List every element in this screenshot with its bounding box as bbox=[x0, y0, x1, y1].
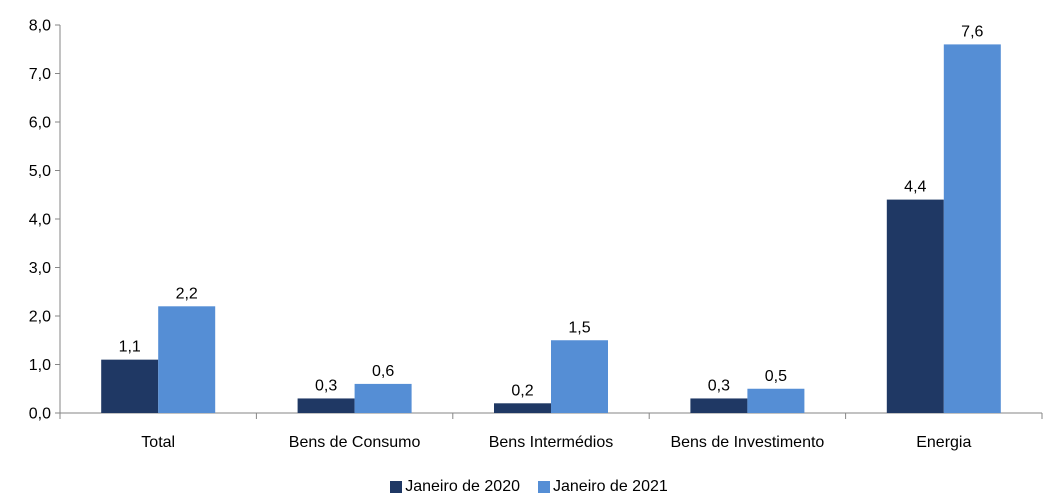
legend-label-series-1: Janeiro de 2020 bbox=[405, 478, 520, 495]
legend-item-series-2: Janeiro de 2021 bbox=[538, 478, 668, 496]
bar-series-2 bbox=[158, 306, 216, 413]
legend-item-series-1: Janeiro de 2020 bbox=[390, 478, 520, 496]
x-tick-label: Energia bbox=[916, 434, 971, 451]
bar-series-2 bbox=[747, 388, 805, 413]
data-label: 1,5 bbox=[568, 319, 590, 336]
legend-swatch-series-1 bbox=[390, 481, 403, 493]
data-label: 0,6 bbox=[372, 363, 394, 380]
y-tick-label: 7,0 bbox=[29, 66, 51, 83]
legend: Janeiro de 2020 Janeiro de 2021 bbox=[0, 478, 1058, 496]
y-tick-label: 8,0 bbox=[29, 18, 51, 35]
bar-series-2 bbox=[354, 383, 412, 413]
data-label: 2,2 bbox=[176, 285, 198, 302]
bar-series-2 bbox=[551, 340, 608, 413]
y-tick-label: 5,0 bbox=[29, 163, 51, 180]
data-label: 0,2 bbox=[511, 382, 533, 399]
x-tick-label: Total bbox=[141, 434, 175, 451]
x-tick-label: Bens de Consumo bbox=[289, 434, 421, 451]
y-tick-label: 0,0 bbox=[29, 406, 51, 423]
bar-series-1 bbox=[297, 398, 355, 413]
bar-series-2 bbox=[943, 44, 1001, 414]
data-label: 1,1 bbox=[119, 339, 141, 356]
x-tick-label: Bens Intermédios bbox=[489, 434, 614, 451]
x-tick-label: Bens de Investimento bbox=[670, 434, 824, 451]
bar-series-1 bbox=[886, 199, 944, 413]
bar-chart-svg: 0,0 1,0 2,0 3,0 4,0 5,0 6,0 7,0 8,0 1,1 2,2 Total 0,… bbox=[29, 18, 1043, 451]
y-tick-label: 2,0 bbox=[29, 309, 51, 326]
data-label: 0,3 bbox=[315, 377, 337, 394]
legend-label-series-2: Janeiro de 2021 bbox=[553, 478, 668, 495]
data-label: 7,6 bbox=[961, 23, 983, 40]
data-label: 4,4 bbox=[904, 179, 926, 196]
legend-swatch-series-2 bbox=[538, 481, 550, 493]
y-tick-label: 6,0 bbox=[29, 115, 51, 132]
data-label: 0,3 bbox=[708, 377, 730, 394]
y-tick-label: 3,0 bbox=[29, 260, 51, 277]
y-tick-label: 4,0 bbox=[29, 212, 51, 229]
bar-series-1 bbox=[494, 403, 551, 413]
bar-series-1 bbox=[101, 359, 159, 413]
y-tick-label: 1,0 bbox=[29, 357, 51, 374]
data-label: 0,5 bbox=[765, 368, 787, 385]
bar-series-1 bbox=[690, 398, 748, 413]
